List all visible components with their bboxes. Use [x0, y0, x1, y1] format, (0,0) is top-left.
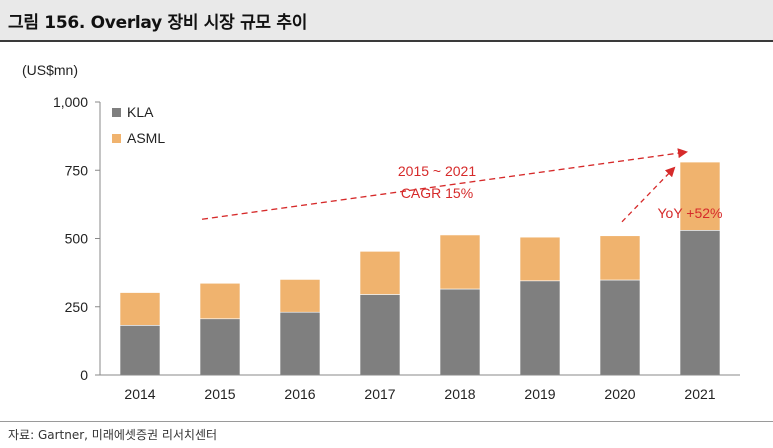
y-tick-label: 250 [65, 299, 89, 315]
cagr-trend-arrow [201, 148, 688, 220]
yoy-arrow [621, 166, 676, 223]
footer-divider [0, 421, 773, 422]
bar-segment-kla [679, 230, 721, 376]
y-axis-unit-label: (US$mn) [22, 62, 78, 78]
bar-segment-kla [599, 279, 641, 376]
annotations: 2015 ~ 2021 CAGR 15% YoY +52% [201, 148, 723, 223]
bar-segment-kla [439, 288, 481, 376]
bar-segment-kla [359, 294, 401, 376]
bar-segment-asml [519, 236, 561, 282]
legend-label-kla: KLA [127, 104, 154, 120]
bar-segment-asml [199, 282, 241, 320]
title-divider [0, 40, 773, 42]
x-tick-label: 2020 [604, 386, 635, 402]
x-axis: 2014 2015 2016 2017 2018 2019 2020 2021 [100, 374, 740, 402]
legend-label-asml: ASML [127, 130, 165, 146]
x-tick-label: 2018 [444, 386, 475, 402]
bar-segment-kla [199, 318, 241, 376]
y-tick-label: 750 [65, 162, 89, 178]
x-tick-label: 2017 [364, 386, 395, 402]
bar-segment-asml [439, 234, 481, 290]
y-tick-label: 1,000 [53, 94, 88, 110]
legend: KLA ASML [112, 104, 165, 146]
bar-segment-asml [119, 292, 161, 326]
y-axis: 0 250 500 750 1,000 [53, 94, 101, 383]
bar-segment-kla [519, 280, 561, 376]
cagr-period-label: 2015 ~ 2021 [398, 163, 476, 179]
cagr-value-label: CAGR 15% [401, 185, 473, 201]
bar-segment-kla [279, 311, 321, 376]
x-tick-label: 2015 [204, 386, 235, 402]
bar-segment-asml [679, 161, 721, 231]
legend-swatch-asml [112, 134, 121, 143]
stacked-bar-chart: (US$mn) 0 250 500 750 1,000 2014 2015 2016 2017… [22, 62, 740, 402]
x-tick-label: 2016 [284, 386, 315, 402]
chart-title: 그림 156. Overlay 장비 시장 규모 추이 [8, 13, 308, 33]
yoy-label: YoY +52% [657, 205, 722, 221]
legend-swatch-kla [112, 108, 121, 117]
bar-segment-asml [599, 235, 641, 281]
x-tick-label: 2014 [124, 386, 155, 402]
bar-segment-asml [359, 251, 401, 295]
source-note: 자료: Gartner, 미래에셋증권 리서치센터 [8, 428, 218, 442]
bar-segment-kla [119, 325, 161, 376]
y-tick-label: 0 [80, 367, 88, 383]
x-tick-label: 2019 [524, 386, 555, 402]
bars-group [119, 161, 721, 376]
y-tick-label: 500 [65, 231, 89, 247]
x-tick-label: 2021 [684, 386, 715, 402]
bar-segment-asml [279, 279, 321, 313]
title-bar: 그림 156. Overlay 장비 시장 규모 추이 [0, 0, 773, 40]
